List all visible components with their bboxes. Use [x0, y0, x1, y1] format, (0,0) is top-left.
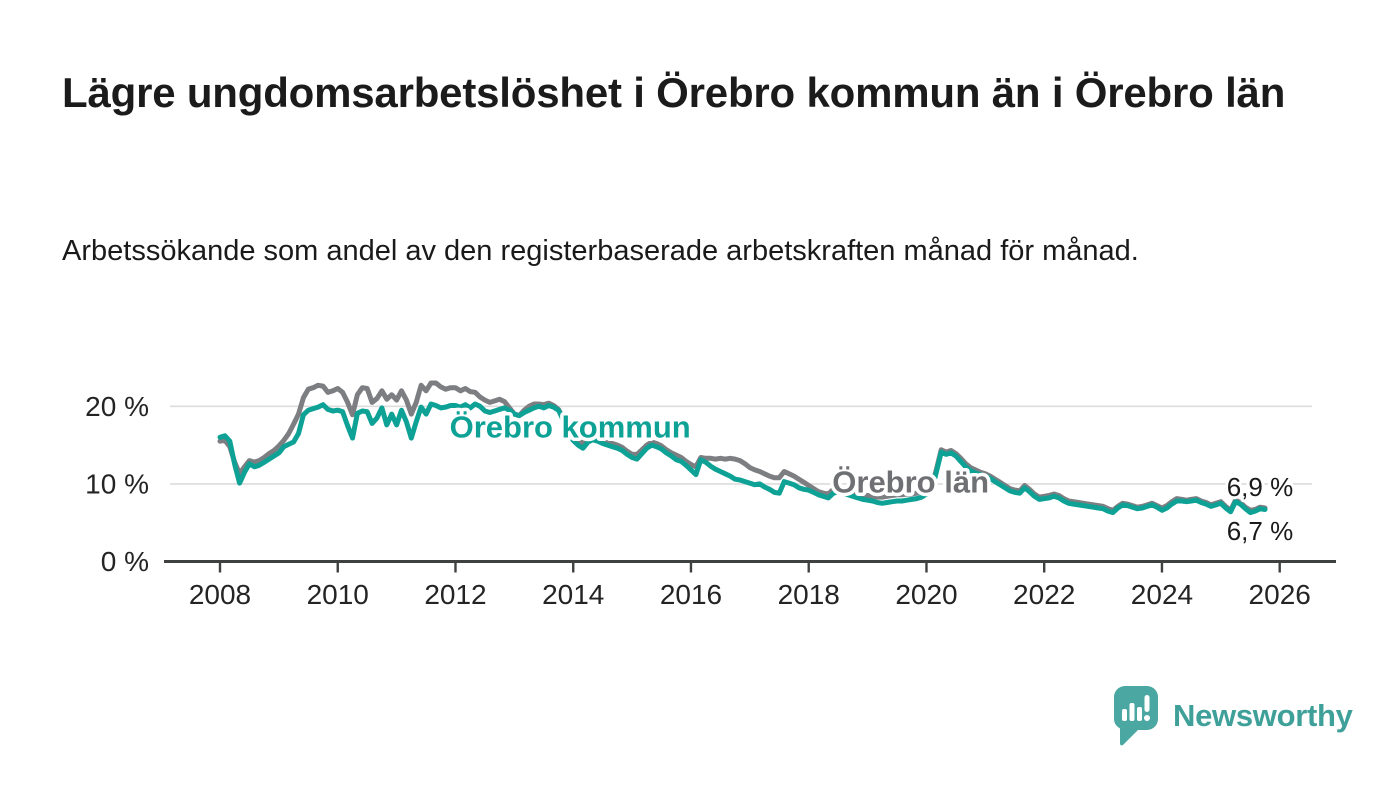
logo-bar-1	[1122, 709, 1127, 721]
x-tick-label: 2012	[424, 579, 486, 610]
x-tick-label: 2024	[1131, 579, 1193, 610]
x-tick-label: 2008	[189, 579, 251, 610]
logo-bar-3	[1137, 707, 1142, 721]
end-value-label: 6,9 %	[1227, 472, 1294, 502]
x-tick-label: 2022	[1013, 579, 1075, 610]
series-line--rebro-kommun	[217, 401, 1268, 516]
logo-exclamation-dot	[1144, 715, 1150, 721]
x-tick-label: 2016	[660, 579, 722, 610]
end-value-label: 6,7 %	[1227, 516, 1294, 546]
y-tick-label: 20 %	[85, 391, 149, 422]
newsworthy-logo-text: Newsworthy	[1173, 698, 1353, 733]
series-line--rebro-l-n	[217, 380, 1268, 513]
y-tick-label: 0 %	[101, 546, 149, 577]
x-tick-label: 2014	[542, 579, 604, 610]
newsworthy-logo-icon	[1114, 686, 1158, 746]
chart-subtitle: Arbetssökande som andel av den registerb…	[62, 235, 1139, 267]
x-tick-label: 2010	[307, 579, 369, 610]
y-tick-label: 10 %	[85, 468, 149, 499]
x-tick-label: 2018	[778, 579, 840, 610]
series-inline-label: Örebro kommun	[450, 409, 691, 444]
speech-bubble-shape	[1114, 686, 1158, 746]
x-tick-label: 2026	[1249, 579, 1311, 610]
newsworthy-logo: Newsworthy	[1112, 684, 1353, 748]
chart-title: Lägre ungdomsarbetslöshet i Örebro kommu…	[62, 69, 1286, 116]
x-tick-label: 2020	[895, 579, 957, 610]
series-inline-label: Örebro län	[832, 464, 989, 499]
logo-bar-2	[1129, 703, 1135, 721]
logo-exclamation-bar	[1144, 695, 1150, 712]
